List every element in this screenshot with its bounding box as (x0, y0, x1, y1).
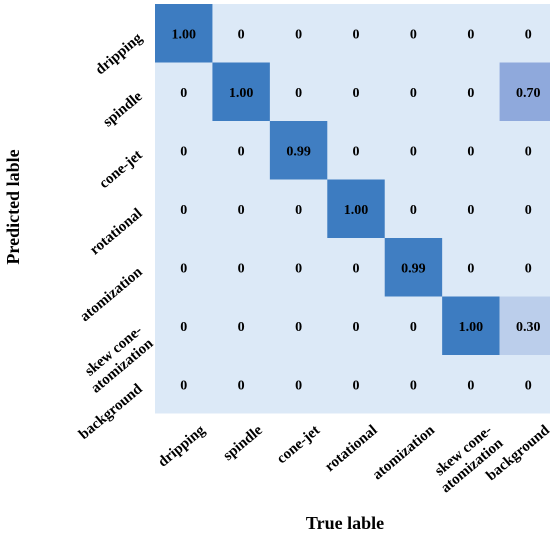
x-axis-title: True lable (306, 513, 384, 533)
cell-value-label: 0 (525, 144, 532, 159)
y-tick-label-5: skew cone-atomization (77, 322, 157, 396)
cell-value-label: 0 (410, 27, 417, 42)
cell-value-label: 0 (467, 261, 474, 276)
cell-value-label: 0 (353, 144, 360, 159)
cell-value-label: 0 (410, 378, 417, 393)
cell-value-label: 0 (525, 27, 532, 42)
cell-value-label: 0 (295, 27, 302, 42)
heatmap-cell-5-5 (442, 296, 500, 355)
cell-value-label: 0 (238, 261, 245, 276)
cell-value-label: 0 (410, 86, 417, 101)
cell-value-label: 0 (295, 320, 302, 335)
cell-value-label: 0.70 (516, 86, 541, 101)
cell-value-label: 0 (295, 86, 302, 101)
cell-value-label: 0 (238, 27, 245, 42)
y-tick-label-4: atomization (77, 264, 146, 325)
cell-value-label: 0 (467, 203, 474, 218)
cell-value-label: 1.00 (229, 86, 254, 101)
heatmap-cell-2-2 (269, 121, 328, 180)
heatmap-cell-3-3 (327, 179, 385, 238)
cell-value-label: 0 (353, 261, 360, 276)
cell-value-label: 1.00 (459, 320, 484, 335)
heatmap-cell-1-1 (212, 62, 270, 121)
y-tick-label-1: spindle (100, 88, 146, 130)
cell-value-label: 0 (467, 378, 474, 393)
cell-value-label: 0 (410, 144, 417, 159)
x-tick-label-3: rotational (322, 422, 381, 475)
heatmap-cell-5-6 (499, 296, 550, 355)
y-axis-title: Predicted lable (3, 149, 23, 264)
heatmap-cells: 1.00 0 0 0 0 0 0 0 1.00 0 0 0 0 0.70 0 0 0.99 0 0 0 0 0 0 0 1.00… (155, 4, 550, 414)
cell-value-label: 0 (180, 86, 187, 101)
cell-value-label: 0 (353, 378, 360, 393)
y-tick-label-2: cone-jet (96, 147, 145, 192)
x-tick-label-1: spindle (220, 422, 266, 464)
y-tick-labels: dripping spindle cone-jet rotationalatomiza… (76, 30, 157, 443)
cell-value-label: 0 (353, 86, 360, 101)
cell-value-label: 1.00 (344, 203, 369, 218)
cell-value-label: 0 (180, 378, 187, 393)
cell-value-label: 0 (180, 261, 187, 276)
cell-value-label: 0 (467, 86, 474, 101)
cell-value-label: 0.99 (401, 261, 426, 276)
cell-value-label: 0 (238, 144, 245, 159)
cell-value-label: 0 (525, 378, 532, 393)
cell-value-label: 0.30 (516, 320, 541, 335)
cell-value-label: 0 (180, 203, 187, 218)
x-tick-label-0: dripping (155, 422, 208, 470)
x-tick-labels: dripping spindle cone-jetrotationalatomiza… (155, 422, 550, 496)
cell-value-label: 0 (410, 320, 417, 335)
cell-value-label: 0 (238, 378, 245, 393)
cell-value-label: 0 (525, 261, 532, 276)
y-tick-label-3: rotational (87, 206, 146, 259)
y-tick-label-0: dripping (92, 30, 145, 78)
cell-value-label: 0 (180, 144, 187, 159)
cell-value-label: 0 (180, 320, 187, 335)
cell-value-label: 0 (295, 261, 302, 276)
cell-value-label: 0.99 (286, 144, 311, 159)
heatmap-cell-1-6 (499, 62, 550, 121)
heatmap-cell-4-4 (384, 238, 443, 297)
cell-value-label: 0 (238, 203, 245, 218)
cell-value-label: 0 (295, 378, 302, 393)
cell-value-label: 0 (238, 320, 245, 335)
x-tick-label-2: cone-jet (274, 422, 323, 467)
cell-value-label: 1.00 (171, 27, 196, 42)
cell-value-label: 0 (525, 203, 532, 218)
x-tick-label-4: atomization (370, 422, 439, 483)
x-tick-label-5: skew cone-atomization (427, 422, 507, 496)
cell-value-label: 0 (353, 320, 360, 335)
cell-value-label: 0 (295, 203, 302, 218)
y-tick-label-6: background (76, 381, 146, 443)
cell-value-label: 0 (353, 27, 360, 42)
cell-value-label: 0 (467, 144, 474, 159)
heatmap-cell-0-0 (155, 4, 213, 63)
cell-value-label: 0 (410, 203, 417, 218)
cell-value-label: 0 (467, 27, 474, 42)
